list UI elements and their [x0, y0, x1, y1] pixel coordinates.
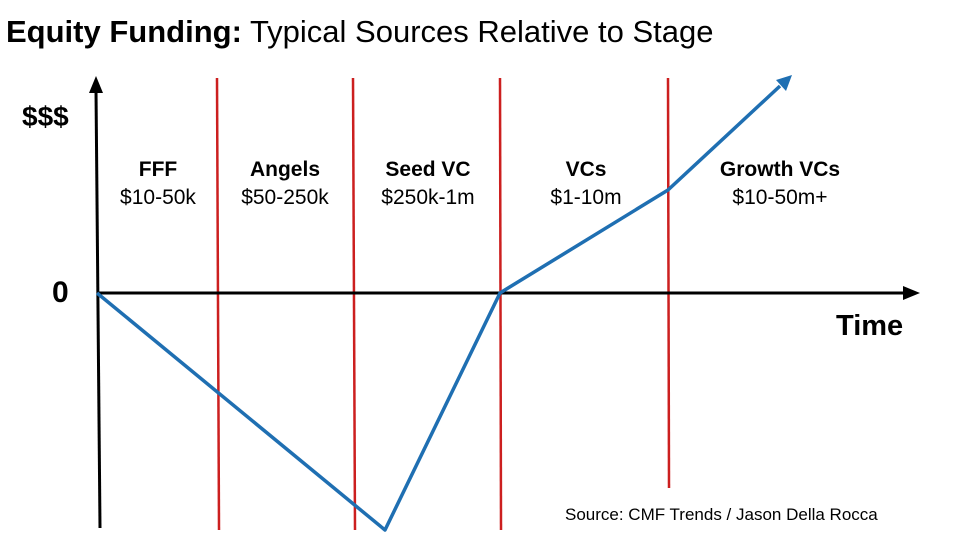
stage-name: Growth VCs: [719, 158, 841, 181]
stage-fff: FFF $10-50k: [78, 157, 238, 213]
page-title: Equity Funding: Typical Sources Relative…: [6, 14, 713, 50]
stage-amount: $50-250k: [241, 186, 329, 209]
zero-label: 0: [52, 276, 69, 309]
divider-line-1: [215, 77, 221, 531]
divider-line-4: [666, 77, 671, 489]
y-axis-arrowhead: [89, 76, 103, 93]
stage-amount: $250k-1m: [381, 186, 475, 209]
source-note: Source: CMF Trends / Jason Della Rocca: [565, 505, 878, 524]
funding-curve: [95, 84, 782, 532]
x-axis-arrowhead: [903, 286, 920, 300]
stage-amount: $10-50k: [120, 186, 196, 209]
divider-line-2: [351, 77, 357, 531]
title-rest: Typical Sources Relative to Stage: [241, 14, 714, 49]
stage-seed-vc: Seed VC $250k-1m: [348, 157, 508, 213]
divider-line-3: [498, 77, 503, 531]
stage-name: Seed VC: [385, 158, 471, 181]
y-axis-label: $$$: [22, 101, 69, 132]
stage-name: FFF: [138, 158, 178, 181]
y-axis: [94, 89, 102, 529]
x-axis-label: Time: [836, 310, 904, 342]
stage-amount: $1-10m: [550, 186, 622, 209]
stage-growth-vcs: Growth VCs $10-50m+: [700, 157, 860, 213]
stage-amount: $10-50m+: [732, 186, 828, 209]
stage-name: Angels: [249, 158, 320, 181]
stage-angels: Angels $50-250k: [205, 157, 365, 213]
curve-arrowhead: [776, 75, 792, 91]
stage-vcs: VCs $1-10m: [506, 157, 666, 213]
stage-name: VCs: [565, 158, 607, 181]
title-bold: Equity Funding:: [6, 14, 242, 49]
